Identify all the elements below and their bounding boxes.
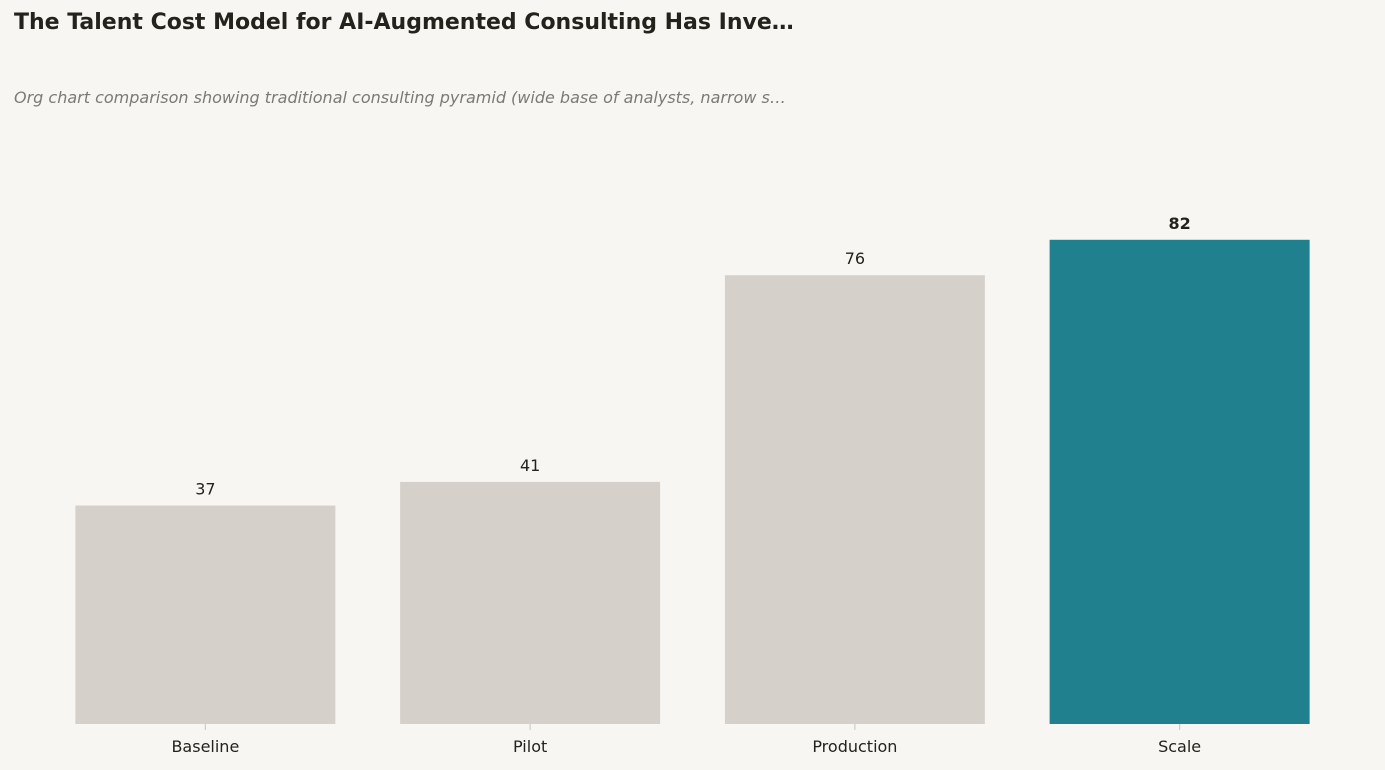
chart-title: The Talent Cost Model for AI-Augmented C… [14, 10, 794, 35]
bar-baseline [75, 505, 336, 724]
x-tick-label-baseline: Baseline [171, 737, 239, 756]
value-label-pilot: 41 [520, 456, 540, 475]
value-label-baseline: 37 [195, 480, 215, 499]
chart-subtitle: Org chart comparison showing traditional… [14, 88, 786, 107]
x-tick-label-pilot: Pilot [513, 737, 547, 756]
x-axis: Baseline Pilot Production Scale [171, 724, 1201, 756]
x-tick-label-scale: Scale [1158, 737, 1201, 756]
x-tick-label-production: Production [812, 737, 897, 756]
bar-scale [1049, 239, 1310, 725]
value-labels: 37 41 76 82 [195, 214, 1191, 499]
value-label-production: 76 [845, 249, 865, 268]
value-label-scale: 82 [1168, 214, 1190, 233]
bar-production [724, 275, 985, 724]
bar-pilot [400, 481, 661, 724]
bar-series [75, 239, 1310, 725]
